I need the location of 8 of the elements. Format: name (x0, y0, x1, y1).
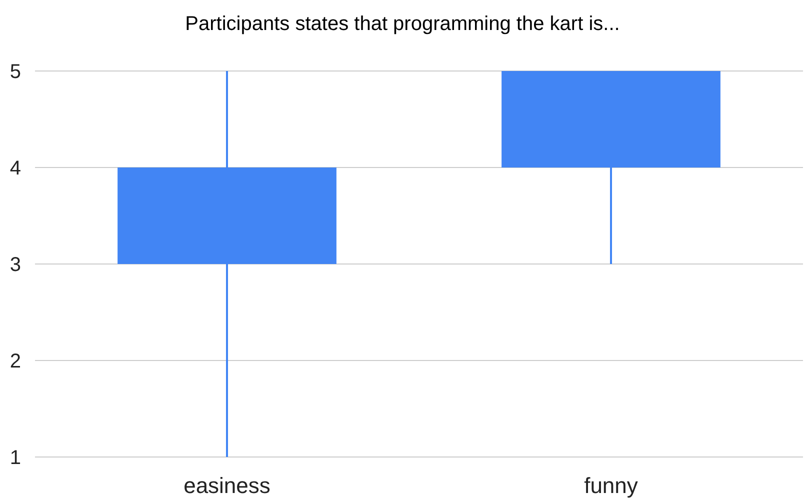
x-tick-label: easiness (184, 473, 270, 498)
y-tick-label: 1 (10, 447, 21, 469)
y-tick-label: 2 (10, 350, 21, 372)
y-tick-label: 5 (10, 61, 21, 83)
x-tick-label: funny (584, 473, 638, 498)
y-tick-label: 4 (10, 158, 21, 180)
chart-title: Participants states that programming the kart is... (185, 13, 620, 35)
y-tick-label: 3 (10, 254, 21, 276)
